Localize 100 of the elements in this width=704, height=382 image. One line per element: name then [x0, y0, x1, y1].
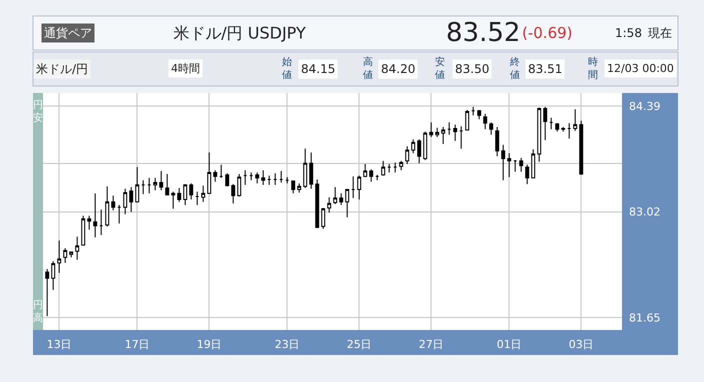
- text: 12/03 00:00: [607, 62, 674, 75]
- candlestick: [381, 160, 386, 176]
- candlestick: [549, 117, 554, 130]
- candlestick: [147, 177, 152, 194]
- candlestick: [435, 127, 440, 138]
- candlestick: [327, 196, 332, 214]
- candlestick: [207, 152, 212, 194]
- candlestick: [57, 240, 62, 274]
- candlestick: [87, 215, 92, 230]
- candlestick: [75, 236, 80, 260]
- candlestick: [189, 182, 194, 200]
- candlestick: [471, 106, 476, 116]
- text: 円高: [33, 300, 43, 324]
- candlestick: [177, 187, 182, 202]
- candlestick: [489, 122, 494, 136]
- text: 米ドル/円: [36, 62, 88, 76]
- text: 高値: [363, 56, 373, 81]
- candlestick: [249, 172, 254, 181]
- candlestick: [171, 191, 176, 210]
- candlestick: [429, 122, 434, 138]
- candlestick: [495, 126, 500, 157]
- text: 1:58: [615, 26, 642, 40]
- candlestick: [183, 184, 188, 206]
- candlestick: [153, 177, 158, 191]
- text: (-0.69): [522, 24, 573, 42]
- candlestick: [357, 175, 362, 200]
- candlestick: [105, 186, 110, 228]
- text: 83.51: [528, 62, 562, 76]
- text: 通貨ペア: [44, 26, 92, 40]
- candlestick: [393, 162, 398, 174]
- candlestick: [417, 138, 422, 164]
- candlestick: [255, 172, 260, 184]
- x-tick-label: 23日: [274, 338, 300, 351]
- candlestick: [69, 252, 74, 258]
- x-tick-label: 03日: [568, 338, 594, 351]
- candlestick: [273, 172, 278, 186]
- candlestick: [279, 170, 284, 184]
- candlestick: [63, 248, 68, 264]
- candlestick: [525, 164, 530, 185]
- candlestick: [123, 188, 128, 215]
- candlestick: [81, 215, 86, 246]
- candlestick: [513, 160, 518, 172]
- x-tick-label: 01日: [496, 338, 522, 351]
- candlestick: [111, 195, 116, 211]
- y-tick-label: 84.39: [629, 100, 660, 113]
- candlestick: [135, 166, 140, 202]
- text: 84.15: [301, 62, 336, 76]
- candlestick: [369, 168, 374, 182]
- candlestick: [237, 174, 242, 197]
- candlestick: [297, 182, 302, 194]
- candlestick: [399, 160, 404, 171]
- candlestick: [201, 185, 206, 202]
- candlestick: [453, 124, 458, 142]
- candlestick: [261, 170, 266, 186]
- candlestick: [339, 192, 344, 206]
- candlestick: [387, 164, 392, 174]
- candlestick: [567, 122, 572, 140]
- candlestick: [405, 146, 410, 165]
- candlestick: [291, 180, 296, 194]
- candlestick: [507, 152, 512, 178]
- text: 4時間: [171, 62, 200, 75]
- candlestick: [345, 189, 350, 218]
- candlestick: [141, 180, 146, 195]
- candlestick: [423, 131, 428, 161]
- x-tick-label: 13日: [46, 338, 72, 351]
- candlestick: [333, 186, 338, 205]
- candlestick: [93, 192, 98, 238]
- candlestick: [519, 157, 524, 172]
- candlestick: [411, 138, 416, 154]
- candlestick: [219, 164, 224, 178]
- candlestick: [159, 170, 164, 191]
- candlestick: [447, 122, 452, 136]
- candlestick: [531, 148, 536, 178]
- candlestick: [375, 174, 380, 181]
- text: 始値: [282, 57, 292, 81]
- candlestick: [477, 109, 482, 120]
- candlestick: [561, 126, 566, 132]
- candlestick: [351, 176, 356, 198]
- candlestick: [459, 126, 464, 150]
- candlestick: [213, 170, 218, 182]
- candlestick: [51, 260, 56, 290]
- candlestick: [45, 268, 50, 317]
- y-tick-label: 81.65: [629, 312, 660, 324]
- candlestick: [537, 107, 542, 162]
- text: 83.50: [455, 62, 490, 76]
- candlestick: [465, 109, 470, 131]
- text: 終値: [509, 56, 520, 81]
- candlestick: [129, 186, 134, 212]
- x-tick-label: 19日: [196, 338, 222, 351]
- candlestick: [99, 209, 104, 236]
- candlestick: [555, 122, 560, 132]
- candlestick: [573, 108, 578, 132]
- candlestick: [303, 148, 308, 188]
- candlestick: [483, 113, 488, 130]
- candlestick: [267, 175, 272, 186]
- candlestick: [117, 204, 122, 224]
- x-tick-label: 25日: [346, 338, 372, 351]
- candlestick: [225, 172, 230, 187]
- candlestick: [501, 144, 506, 181]
- text: 円安: [33, 100, 43, 124]
